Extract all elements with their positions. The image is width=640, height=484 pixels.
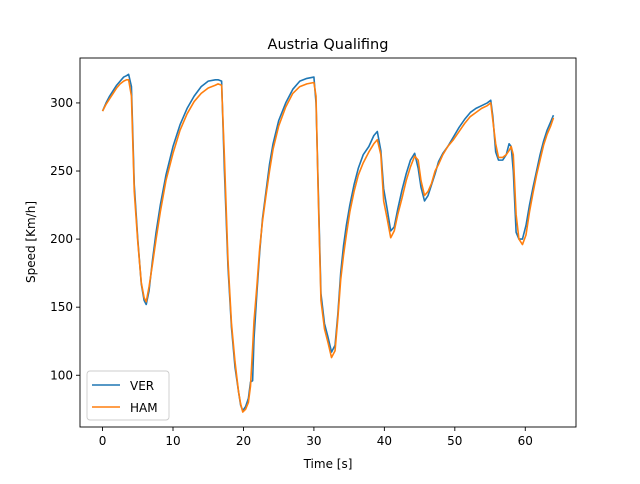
y-axis: 100 150 200 250 300 <box>50 96 80 382</box>
legend-label-ham: HAM <box>130 401 158 415</box>
y-tick-label: 250 <box>50 164 73 178</box>
y-tick-label: 150 <box>50 300 73 314</box>
x-axis: 0 10 20 30 40 50 60 <box>99 427 533 448</box>
y-tick-label: 300 <box>50 96 73 110</box>
chart-title: Austria Qualifing <box>268 37 389 53</box>
x-tick-label: 10 <box>165 434 180 448</box>
series-line-ham <box>101 78 555 413</box>
legend: VER HAM <box>86 370 170 421</box>
legend-label-ver: VER <box>130 379 154 393</box>
x-tick-label: 0 <box>99 434 107 448</box>
y-tick-label: 100 <box>50 368 73 382</box>
y-tick-label: 200 <box>50 232 73 246</box>
x-axis-label: Time [s] <box>303 457 353 471</box>
x-tick-label: 40 <box>377 434 392 448</box>
y-axis-label: Speed [Km/h] <box>24 201 38 283</box>
plot-lines <box>101 73 555 413</box>
axes-frame <box>79 57 577 428</box>
x-tick-label: 50 <box>447 434 462 448</box>
x-tick-label: 20 <box>236 434 251 448</box>
x-tick-label: 60 <box>518 434 533 448</box>
x-tick-label: 30 <box>306 434 321 448</box>
